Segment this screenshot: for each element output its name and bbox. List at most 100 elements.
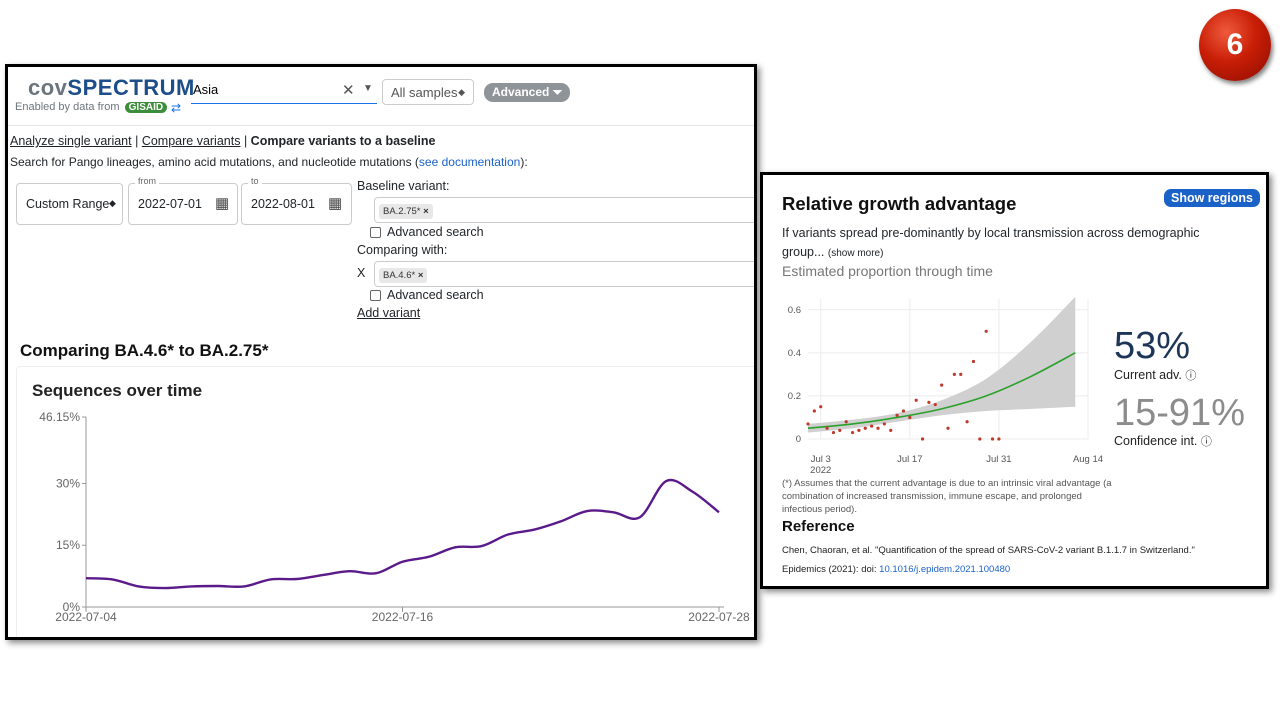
observed-point	[978, 437, 982, 441]
add-variant-link[interactable]: Add variant	[357, 306, 421, 320]
baseline-advanced-label: Advanced search	[387, 225, 484, 239]
nav-compare-baseline[interactable]: Compare variants to a baseline	[250, 134, 436, 148]
observed-point	[812, 409, 816, 413]
to-date-value: 2022-08-01	[251, 197, 315, 211]
chip-remove-icon[interactable]: ×	[417, 270, 424, 281]
observed-point	[997, 437, 1001, 441]
observed-point	[959, 372, 963, 376]
checkbox[interactable]	[370, 227, 381, 239]
observed-point	[857, 428, 861, 432]
date-range-mode-value: Custom Range	[26, 197, 110, 211]
observed-point	[920, 437, 925, 441]
current-advantage-label: Current adv. ⓘ	[1114, 367, 1196, 383]
observed-point	[831, 430, 836, 435]
observed-point	[971, 359, 976, 364]
show-regions-button[interactable]: Show regions	[1164, 189, 1260, 207]
date-range-mode-select[interactable]: Custom Range ◆	[16, 183, 123, 225]
baseline-advanced-search[interactable]: Advanced search	[370, 225, 484, 239]
observed-point	[914, 398, 918, 402]
y-tick-label: 0.4	[788, 348, 801, 359]
observed-point	[825, 426, 829, 430]
current-advantage-value: 53%	[1114, 325, 1191, 367]
observed-point	[901, 409, 906, 413]
covspectrum-panel: covSPECTRUM Enabled by data from GISAID …	[5, 64, 757, 640]
observed-point	[927, 400, 931, 404]
help-icon[interactable]: ⓘ	[1200, 436, 1212, 448]
observed-point	[850, 430, 855, 435]
baseline-label: Baseline variant:	[357, 179, 450, 193]
nav-compare-variants[interactable]: Compare variants	[141, 134, 241, 148]
growth-description: If variants spread pre-dominantly by loc…	[782, 224, 1242, 263]
y-tick-label: 0%	[63, 600, 81, 614]
growth-title: Relative growth advantage	[782, 193, 1017, 214]
baseline-variant-input[interactable]: BA.2.75* ×	[374, 197, 754, 223]
advanced-label: Advanced	[492, 85, 550, 99]
x-tick-label: Jul 3	[811, 454, 831, 465]
chip-remove-icon[interactable]: ×	[423, 206, 429, 217]
location-search[interactable]	[191, 79, 377, 104]
from-date-value: 2022-07-01	[138, 197, 202, 211]
covspectrum-logo[interactable]: covSPECTRUM	[28, 75, 195, 101]
y-tick-label: 0.6	[788, 305, 801, 316]
confidence-band	[808, 296, 1076, 433]
logo-text-cov: cov	[28, 75, 68, 100]
doi-link[interactable]: 10.1016/j.epidem.2021.100480	[879, 564, 1011, 575]
show-more-link[interactable]: (show more)	[827, 248, 884, 259]
comparing-advanced-search[interactable]: Advanced search	[370, 288, 484, 302]
advanced-filter-button[interactable]: Advanced ⏷	[484, 83, 571, 102]
samples-select-value: All samples	[391, 84, 458, 100]
y-tick-label: 15%	[56, 538, 80, 552]
observed-point	[889, 428, 893, 432]
reference-citation: Chen, Chaoran, et al. "Quantification of…	[782, 545, 1195, 556]
x-tick-label: Aug 14	[1073, 454, 1103, 465]
logo-text-spectrum: SPECTRUM	[67, 75, 195, 100]
confidence-interval-label: Confidence int. ⓘ	[1114, 433, 1212, 449]
observed-point	[870, 424, 874, 428]
observed-point	[933, 402, 937, 407]
assumption-footnote: (*) Assumes that the current advantage i…	[782, 478, 1112, 515]
documentation-link[interactable]: see documentation	[418, 155, 521, 169]
from-date-field[interactable]: from 2022-07-01 ▦	[128, 176, 238, 225]
hint-end: ):	[520, 155, 528, 169]
observed-point	[863, 426, 867, 430]
calendar-icon[interactable]: ▦	[215, 195, 230, 212]
observed-point	[876, 426, 880, 430]
fit-line	[807, 352, 1076, 430]
reference-title: Reference	[782, 518, 855, 535]
nav-analyze-single[interactable]: Analyze single variant	[10, 134, 132, 148]
search-hint: Search for Pango lineages, amino acid mu…	[10, 155, 528, 169]
observed-point	[965, 420, 969, 424]
calendar-icon[interactable]: ▦	[328, 195, 343, 212]
comparing-chip: BA.4.6* ×	[379, 267, 428, 283]
filter-icon: ⏷	[552, 85, 563, 99]
growth-subtitle: Estimated proportion through time	[782, 263, 993, 279]
baseline-chip-label: BA.2.75*	[383, 206, 421, 217]
comparing-variant-input[interactable]: BA.4.6* ×	[374, 261, 754, 287]
reference-journal-text: Epidemics (2021): doi:	[782, 564, 877, 575]
to-date-field[interactable]: to 2022-08-01 ▦	[241, 176, 352, 225]
to-label: to	[248, 176, 262, 186]
swap-icon[interactable]: ⇄	[171, 101, 182, 115]
y-tick-label: 30%	[56, 476, 80, 490]
comparison-title: Comparing BA.4.6* to BA.2.75*	[20, 341, 269, 360]
hint-text: Search for Pango lineages, amino acid mu…	[10, 155, 419, 169]
observed-point	[984, 329, 988, 333]
comparing-advanced-label: Advanced search	[387, 288, 484, 302]
y-tick-label: 0.2	[788, 391, 801, 402]
enabled-by-text: Enabled by data from GISAID	[15, 101, 168, 113]
checkbox[interactable]	[370, 290, 381, 302]
y-tick-label: 0	[796, 434, 801, 445]
observed-point	[990, 437, 995, 441]
chevron-down-icon[interactable]: ▼	[363, 83, 373, 94]
from-label: from	[135, 176, 159, 186]
remove-variant-button[interactable]: X	[357, 266, 366, 280]
baseline-chip: BA.2.75* ×	[379, 203, 433, 219]
help-icon[interactable]: ⓘ	[1185, 370, 1197, 382]
clear-icon[interactable]: ✕	[342, 82, 355, 99]
samples-select[interactable]: All samples ◆	[382, 79, 474, 105]
comparing-chip-label: BA.4.6*	[383, 270, 416, 281]
gisaid-logo[interactable]: GISAID	[124, 102, 168, 113]
observed-point	[806, 422, 810, 426]
location-search-input[interactable]	[191, 79, 335, 100]
observed-point	[895, 413, 899, 417]
